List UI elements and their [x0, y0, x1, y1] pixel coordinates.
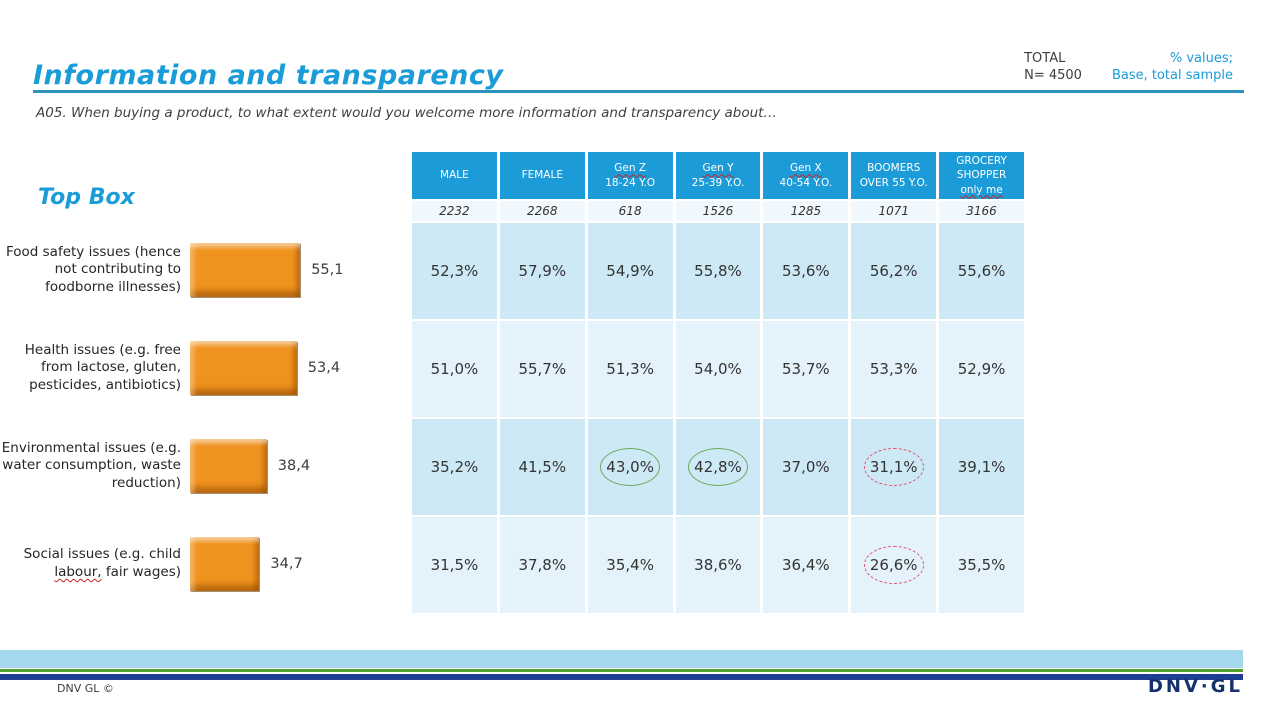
chart-category-label: Environmental issues (e.g. water consump… [1, 439, 181, 491]
table-data-cell: 55,6% [939, 223, 1024, 319]
value-notes: % values; Base, total sample [1112, 51, 1233, 85]
column-header: MALE [412, 152, 497, 199]
base-note: Base, total sample [1111, 67, 1233, 83]
header-line1: Gen Y [702, 161, 733, 175]
table-data-cell: 35,5% [939, 517, 1024, 613]
base-count-cell: 3166 [939, 201, 1024, 221]
highlight-ellipse-red: 31,1% [863, 448, 924, 486]
chart-bar [190, 341, 297, 395]
total-n: N= 4500 [1024, 67, 1082, 83]
chart-bar-row: Health issues (e.g. free from lactose, g… [0, 320, 412, 416]
chart-bar [190, 439, 267, 493]
highlight-ellipse-green: 43,0% [600, 448, 660, 486]
table-data-cell: 57,9% [499, 223, 585, 319]
table-data-cell: 52,3% [412, 223, 497, 319]
sample-meta: TOTAL N= 4500 % values; Base, total samp… [1024, 51, 1233, 85]
table-data-cell: 51,3% [587, 321, 673, 417]
dnv-gl-logo: DNV·GL [1147, 676, 1243, 697]
header-line2: only me [960, 183, 1002, 197]
chart-bar-row: Environmental issues (e.g. water consump… [0, 418, 412, 514]
table-data-cell: 55,7% [499, 321, 585, 417]
column-header: GROCERY SHOPPER only me [939, 152, 1024, 199]
table-data-cell: 56,2% [851, 223, 937, 319]
header-line1: MALE [440, 169, 469, 182]
highlight-ellipse-green: 42,8% [688, 448, 748, 486]
page-title: Information and transparency [33, 60, 504, 91]
table-data-cell: 37,0% [763, 419, 849, 515]
chart-bar-row: Food safety issues (hence not contributi… [0, 222, 412, 318]
table-data-cell: 31,5% [412, 517, 497, 613]
misspelling-underline: labour, [54, 564, 102, 580]
header-line1: Gen Z [614, 161, 646, 175]
header-line2: 18-24 Y.O [605, 176, 655, 189]
table-data-cell: 54,0% [675, 321, 761, 417]
chart-title: Top Box [38, 185, 135, 210]
column-header: Gen Z 18-24 Y.O [587, 152, 673, 199]
table-data-cell: 51,0% [412, 321, 497, 417]
footer-band-blue [0, 650, 1243, 668]
values-note: % values; [1169, 51, 1233, 66]
footer-band-navy [0, 674, 1243, 680]
results-table: MALE FEMALE Gen Z 18-24 Y.O Gen Y 25-39 Y.O. G… [412, 152, 1024, 613]
column-header: Gen Y 25-39 Y.O. [675, 152, 761, 199]
question-text: A05. When buying a product, to what exte… [36, 105, 777, 121]
table-data-cell: 26,6% [851, 517, 937, 613]
misspelling-underline: Gen X [789, 162, 822, 175]
header-line1: FEMALE [521, 169, 563, 182]
chart-category-label: Health issues (e.g. free from lactose, g… [24, 341, 181, 393]
total-label: TOTAL [1024, 51, 1066, 66]
column-header: FEMALE [499, 152, 585, 199]
header-line1: BOOMERS [867, 162, 921, 175]
highlight-ellipse-red: 26,6% [863, 546, 924, 584]
table-data-cell: 54,9% [587, 223, 673, 319]
chart-value-label: 38,4 [277, 458, 311, 474]
table-data-cell: 38,6% [675, 517, 761, 613]
base-count-cell: 2268 [499, 201, 585, 221]
chart-value-label: 34,7 [270, 556, 303, 572]
chart-value-label: 53,4 [307, 360, 341, 376]
table-data-cell: 55,8% [675, 223, 761, 319]
bar-chart: Food safety issues (hence not contributi… [0, 222, 412, 612]
table-data-cell: 35,4% [587, 517, 673, 613]
table-data-cell: 53,3% [851, 321, 937, 417]
header-line1: GROCERY SHOPPER [956, 155, 1007, 182]
base-count-cell: 1526 [675, 201, 761, 221]
chart-bar-row: Social issues (e.g. child labour, fair w… [0, 516, 412, 612]
table-data-cell: 53,7% [763, 321, 849, 417]
table-data-cell: 41,5% [499, 419, 585, 515]
chart-category-label: Food safety issues (hence not contributi… [5, 243, 181, 295]
header-line1: Gen X [790, 161, 822, 175]
table-data-cell: 53,6% [763, 223, 849, 319]
total-sample: TOTAL N= 4500 [1024, 51, 1082, 85]
table-data-cell: 37,8% [499, 517, 585, 613]
misspelling-underline: Gen Y [702, 162, 734, 175]
table-data-cell: 43,0% [587, 419, 673, 515]
table-data-cell: 36,4% [763, 517, 849, 613]
table-data-cell: 31,1% [851, 419, 937, 515]
header-line2: OVER 55 Y.O. [859, 176, 928, 189]
misspelling-underline: Gen Z [614, 162, 647, 175]
header-line2: 25-39 Y.O. [691, 176, 745, 189]
table-data-cell: 39,1% [939, 419, 1024, 515]
table-data-cell: 42,8% [675, 419, 761, 515]
header-line2: 40-54 Y.O. [779, 176, 833, 189]
chart-category-label: Social issues (e.g. child labour, fair w… [23, 546, 181, 580]
chart-bar [190, 243, 301, 297]
misspelling-underline: only me [960, 183, 1003, 196]
table-data-cell: 52,9% [939, 321, 1024, 417]
base-count-cell: 1071 [851, 201, 937, 221]
chart-value-label: 55,1 [311, 262, 344, 278]
table-data-cell: 35,2% [412, 419, 497, 515]
column-header: Gen X 40-54 Y.O. [763, 152, 849, 199]
base-count-cell: 1285 [763, 201, 849, 221]
base-count-cell: 618 [587, 201, 673, 221]
title-underline [33, 90, 1244, 93]
copyright-text: DNV GL © [57, 682, 114, 695]
footer-band-green [0, 669, 1243, 672]
column-header: BOOMERS OVER 55 Y.O. [851, 152, 937, 199]
base-count-cell: 2232 [412, 201, 497, 221]
chart-bar [190, 537, 260, 591]
